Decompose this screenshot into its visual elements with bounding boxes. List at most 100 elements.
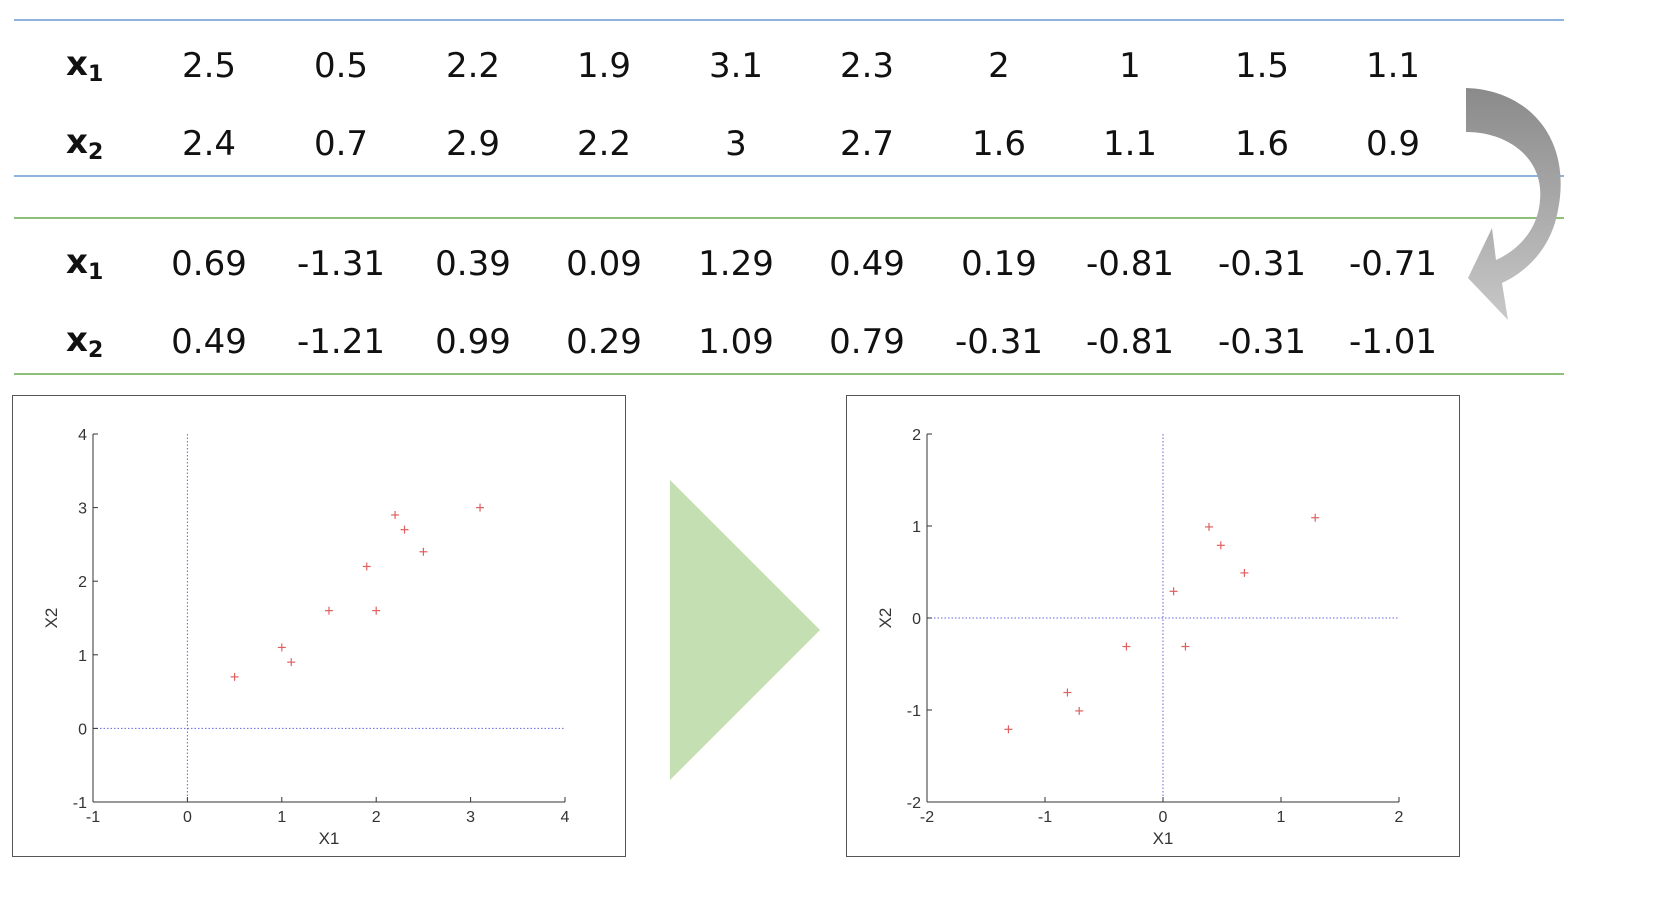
y-tick-label: 1 bbox=[78, 648, 87, 665]
y-tick-label: -1 bbox=[907, 703, 921, 720]
original-table-row: x1 2.5 0.5 2.2 1.9 3.1 2.3 2 1 1.5 1.1 bbox=[14, 38, 1564, 98]
original-table-cell: 0.7 bbox=[313, 124, 369, 164]
y-tick-label: 3 bbox=[78, 501, 87, 518]
centered-table-cell: -0.71 bbox=[1349, 244, 1437, 284]
y-axis-label: X2 bbox=[876, 608, 895, 629]
data-point bbox=[230, 672, 239, 681]
centered-table-cell: 0.79 bbox=[829, 322, 905, 362]
original-table-cell: 1.6 bbox=[971, 124, 1027, 164]
original-table-row: x2 2.4 0.7 2.9 2.2 3 2.7 1.6 1.1 1.6 0.9 bbox=[14, 116, 1564, 176]
x-tick-label: 0 bbox=[183, 809, 192, 826]
data-point bbox=[419, 547, 428, 556]
centered-table-cell: -0.31 bbox=[1218, 322, 1306, 362]
y-tick-label: 4 bbox=[78, 427, 87, 444]
original-table-cell: 2.3 bbox=[839, 46, 895, 86]
centered-table-cell: 1.09 bbox=[698, 322, 774, 362]
data-point bbox=[1004, 725, 1013, 734]
centered-table-cell: 0.69 bbox=[171, 244, 247, 284]
data-point bbox=[1311, 513, 1320, 522]
original-row-label: x1 bbox=[66, 44, 104, 87]
centered-row-label: x2 bbox=[66, 320, 104, 363]
y-tick-label: 0 bbox=[912, 611, 921, 628]
original-data-chart-panel: -1 0 1 2 3 4 -1 0 1 2 3 4 X1 X2 bbox=[12, 395, 626, 857]
data-point bbox=[1075, 706, 1084, 715]
data-point bbox=[372, 606, 381, 615]
centered-row-label: x1 bbox=[66, 242, 104, 285]
x-tick-label: -1 bbox=[86, 809, 100, 826]
data-point bbox=[1169, 587, 1178, 596]
original-table-cell: 1 bbox=[1119, 46, 1141, 86]
x-tick-label: -2 bbox=[920, 809, 934, 826]
original-table-cell: 2.9 bbox=[445, 124, 501, 164]
x-axis-label: X1 bbox=[1153, 829, 1174, 848]
centered-table-cell: 0.29 bbox=[566, 322, 642, 362]
original-table-top-rule bbox=[14, 19, 1564, 21]
original-table-cell: 3.1 bbox=[708, 46, 764, 86]
original-table-cell: 2.2 bbox=[576, 124, 632, 164]
centered-table-cell: 0.19 bbox=[961, 244, 1037, 284]
y-tick-label: -2 bbox=[907, 795, 921, 812]
original-table-cell: 0.9 bbox=[1365, 124, 1421, 164]
data-point bbox=[1181, 642, 1190, 651]
original-table-cell: 1.1 bbox=[1365, 46, 1421, 86]
original-table-cell: 3 bbox=[725, 124, 747, 164]
data-point bbox=[476, 503, 485, 512]
original-table-bottom-rule bbox=[14, 175, 1564, 177]
triangle-right-icon bbox=[670, 480, 820, 780]
original-table-cell: 2 bbox=[988, 46, 1010, 86]
data-point bbox=[362, 562, 371, 571]
centered-data-chart-panel: -2 -1 0 1 2 -2 -1 0 1 2 X1 X2 bbox=[846, 395, 1460, 857]
y-tick-label: 2 bbox=[78, 574, 87, 591]
data-point bbox=[1122, 642, 1131, 651]
centered-table-cell: -1.21 bbox=[297, 322, 385, 362]
centered-table-top-rule bbox=[14, 217, 1564, 219]
centered-table-cell: -0.81 bbox=[1086, 244, 1174, 284]
centered-table-cell: 0.09 bbox=[566, 244, 642, 284]
original-row-label: x2 bbox=[66, 122, 104, 165]
x-tick-label: 1 bbox=[1277, 809, 1286, 826]
y-axis-label: X2 bbox=[42, 608, 61, 629]
centered-table-cell: -0.31 bbox=[955, 322, 1043, 362]
centered-table-cell: -1.01 bbox=[1349, 322, 1437, 362]
original-table-cell: 1.9 bbox=[576, 46, 632, 86]
data-point bbox=[1205, 522, 1214, 531]
curved-arrow-down-icon bbox=[1466, 88, 1561, 320]
data-point bbox=[391, 510, 400, 519]
data-point bbox=[325, 606, 333, 615]
original-table-cell: 2.2 bbox=[445, 46, 501, 86]
centered-table-cell: 0.99 bbox=[435, 322, 511, 362]
original-table-cell: 0.5 bbox=[313, 46, 369, 86]
original-table-cell: 2.4 bbox=[181, 124, 237, 164]
centered-table-cell: -0.81 bbox=[1086, 322, 1174, 362]
centered-data-scatter-plot: -2 -1 0 1 2 -2 -1 0 1 2 X1 X2 bbox=[876, 427, 1404, 848]
centered-table-row: x1 0.69 -1.31 0.39 0.09 1.29 0.49 0.19 -0.81 -0.3… bbox=[14, 236, 1564, 296]
x-tick-label: 3 bbox=[466, 809, 475, 826]
x-axis-label: X1 bbox=[319, 829, 340, 848]
x-tick-label: 0 bbox=[1159, 809, 1168, 826]
x-tick-label: 2 bbox=[372, 809, 381, 826]
y-tick-label: 0 bbox=[78, 721, 87, 738]
y-tick-label: 1 bbox=[912, 519, 921, 536]
centered-table-cell: 1.29 bbox=[698, 244, 774, 284]
y-tick-label: -1 bbox=[73, 795, 87, 812]
original-table-cell: 1.1 bbox=[1102, 124, 1158, 164]
data-point bbox=[1216, 541, 1225, 550]
data-point bbox=[1240, 568, 1249, 577]
y-tick-label: 2 bbox=[912, 427, 921, 444]
centered-table-cell: 0.49 bbox=[829, 244, 905, 284]
x-tick-label: -1 bbox=[1038, 809, 1052, 826]
data-point bbox=[277, 643, 286, 652]
centered-table-cell: -0.31 bbox=[1218, 244, 1306, 284]
centered-table-cell: -1.31 bbox=[297, 244, 385, 284]
data-point bbox=[1063, 688, 1072, 697]
original-table-cell: 2.5 bbox=[181, 46, 237, 86]
centered-table-cell: 0.39 bbox=[435, 244, 511, 284]
data-point bbox=[287, 658, 296, 667]
centered-table-row: x2 0.49 -1.21 0.99 0.29 1.09 0.79 -0.31 -0.81 -0.… bbox=[14, 314, 1564, 374]
x-tick-label: 2 bbox=[1395, 809, 1404, 826]
centered-table-cell: 0.49 bbox=[171, 322, 247, 362]
x-tick-label: 1 bbox=[277, 809, 286, 826]
data-point bbox=[400, 525, 409, 534]
x-tick-label: 4 bbox=[561, 809, 570, 826]
original-data-scatter-plot: -1 0 1 2 3 4 -1 0 1 2 3 4 X1 X2 bbox=[42, 427, 570, 848]
